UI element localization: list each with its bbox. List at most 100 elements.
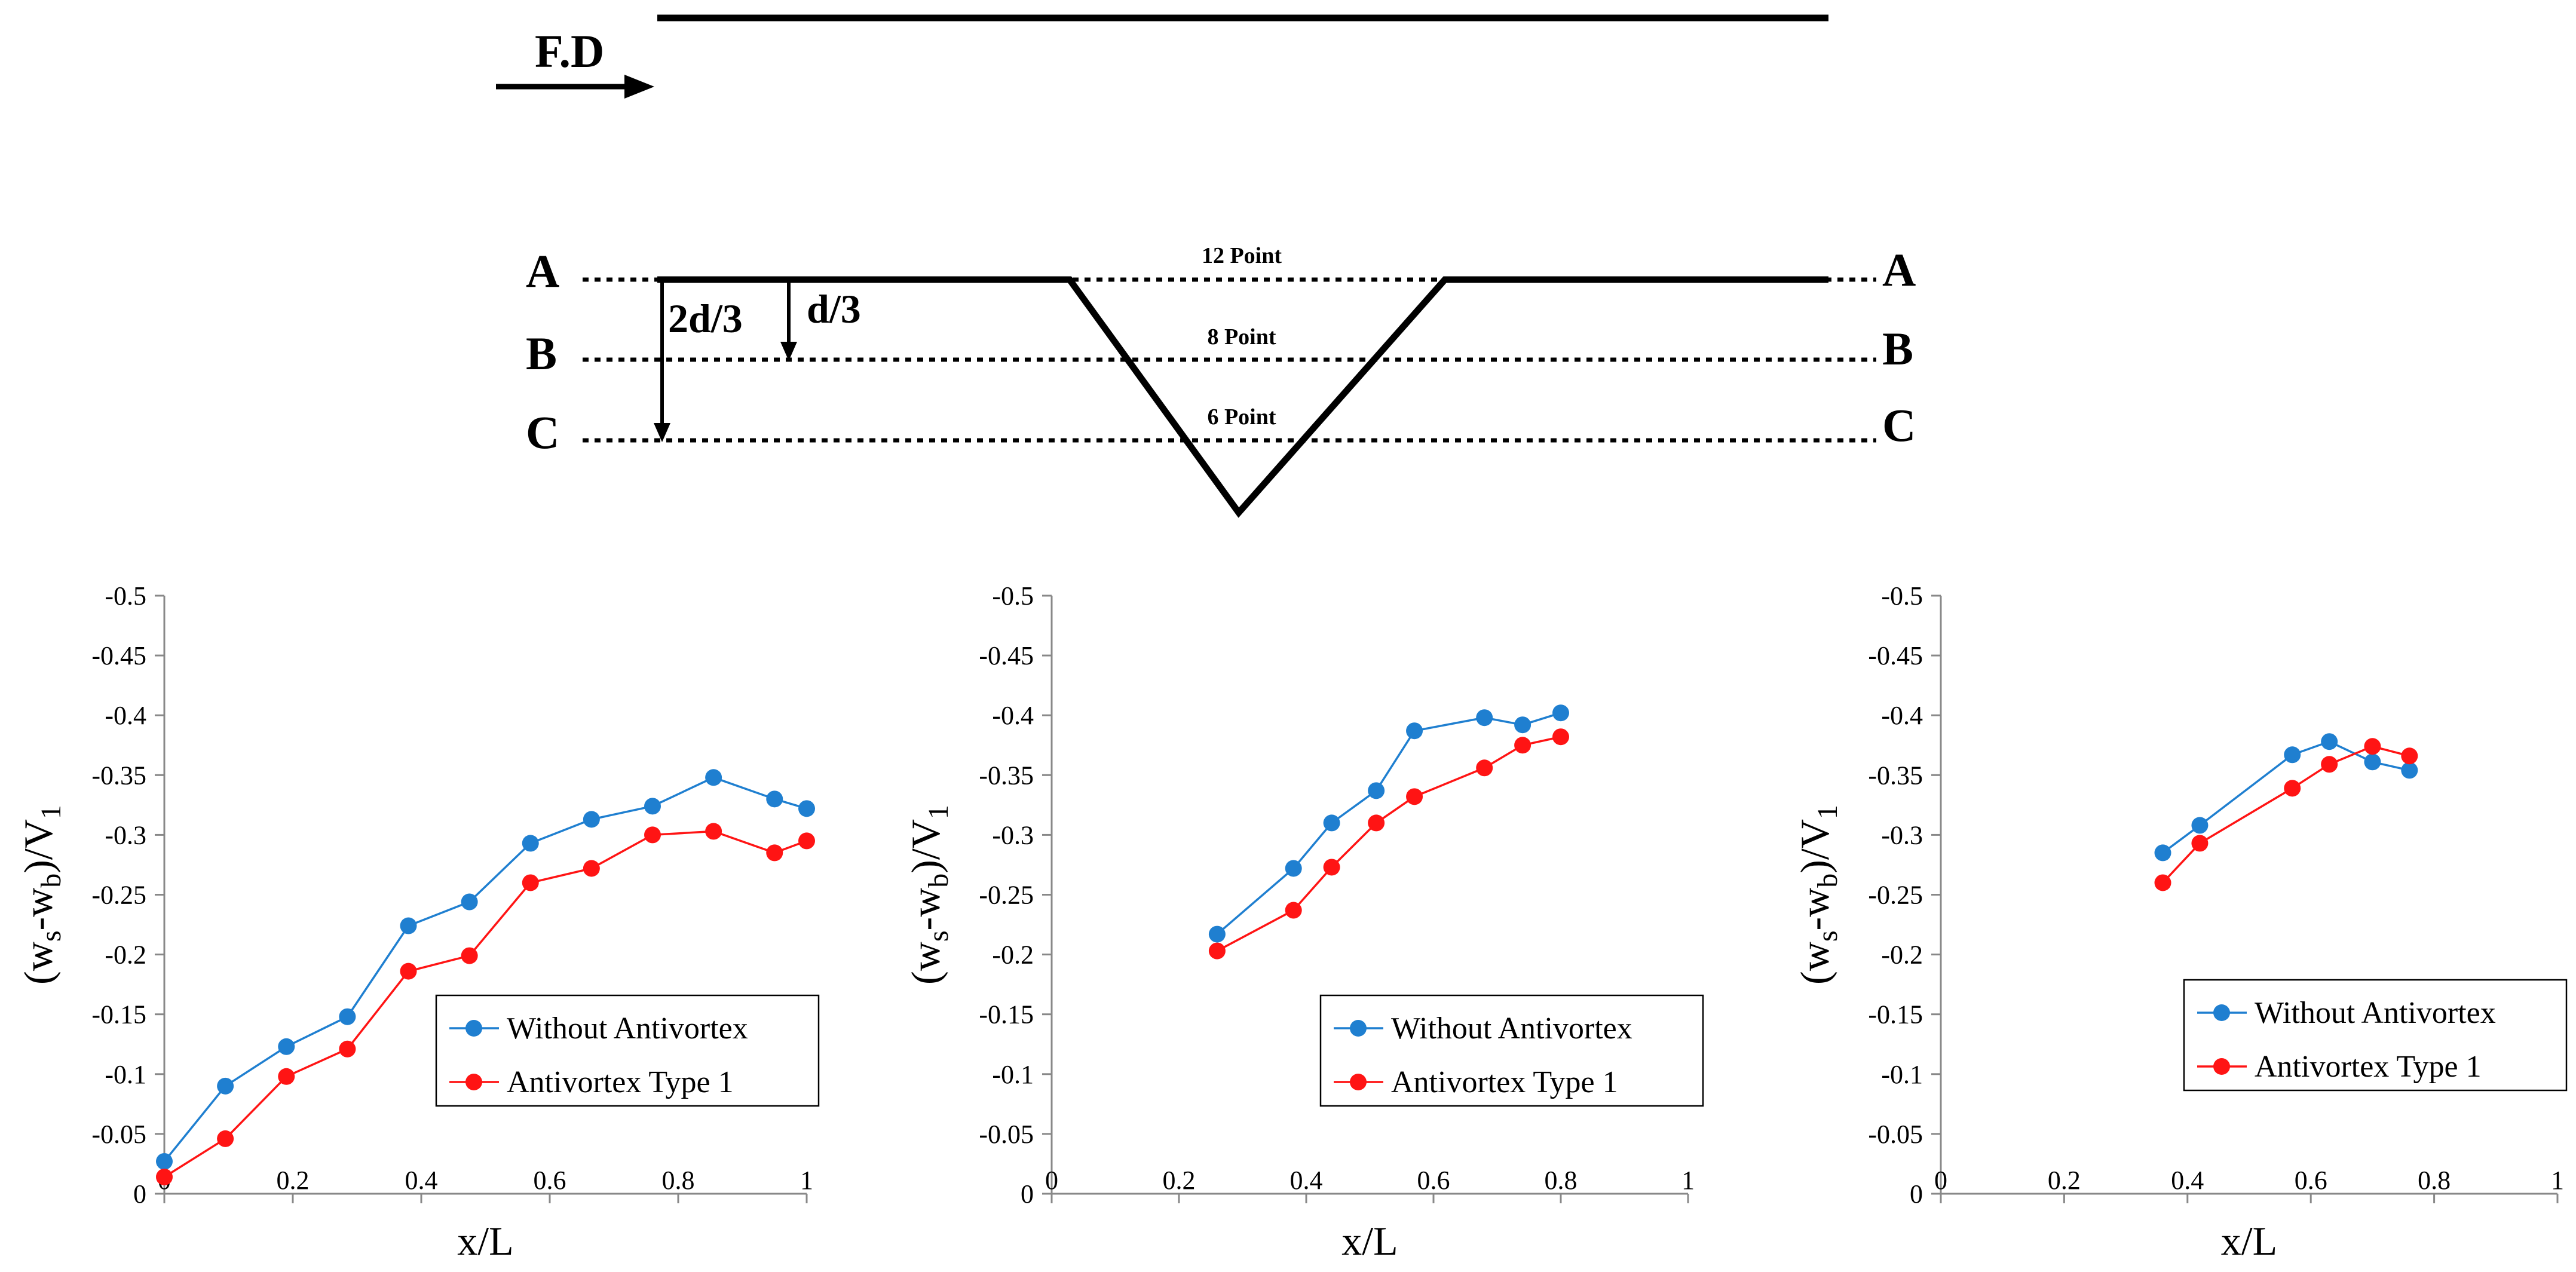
data-point-antivortex-type-1 (705, 823, 722, 840)
data-point-antivortex-type-1 (156, 1168, 173, 1185)
x-tick-label: 0.2 (277, 1166, 310, 1195)
y-tick-label: -0.2 (1881, 940, 1923, 970)
y-tick-label: -0.35 (91, 761, 146, 790)
point-label-b: 8 Point (1207, 324, 1276, 350)
section-label-c-right: C (1882, 399, 1916, 451)
legend-marker (2213, 1004, 2230, 1021)
y-tick-label: -0.45 (91, 641, 146, 670)
x-tick-label: 0.4 (1290, 1166, 1323, 1195)
y-tick-label: -0.4 (1881, 701, 1923, 730)
y-axis-title: (ws-wb)/V1 (16, 805, 67, 985)
y-tick-label: -0.3 (992, 820, 1034, 850)
x-origin-label: 0 (1045, 1166, 1058, 1195)
data-point-without-antivortex (1406, 722, 1423, 740)
chart-section-b: 0 -0.05 -0.1 -0.15 -0.2 -0.25 -0.3 -0.35 -0.4 -0.… (903, 581, 1704, 1264)
legend-marker (1350, 1074, 1367, 1090)
section-label-b-right: B (1882, 323, 1913, 375)
x-tick-label: 0.6 (534, 1166, 566, 1195)
legend-marker (1350, 1020, 1367, 1037)
x-axis-title: x/L (2221, 1218, 2277, 1264)
data-point-without-antivortex (1208, 925, 1226, 943)
legend-label: Without Antivortex (1391, 1012, 1632, 1046)
chart-section-a: 0 -0.05 -0.1 -0.15 -0.2 -0.25 -0.3 -0.35 -0.4 -0.… (16, 581, 820, 1264)
x-tick-label: 0.4 (2171, 1166, 2204, 1195)
depth-arrow-d3-icon (780, 342, 797, 361)
y-tick-label: -0.15 (979, 1000, 1034, 1029)
legend-label: Antivortex Type 1 (1391, 1065, 1618, 1099)
legend-label: Antivortex Type 1 (507, 1065, 734, 1099)
point-label-c: 6 Point (1207, 404, 1276, 430)
data-point-antivortex-type-1 (583, 860, 600, 877)
y-tick-label: -0.15 (1868, 1000, 1923, 1029)
y-tick-label: -0.25 (91, 881, 146, 910)
legend-marker (2213, 1058, 2230, 1075)
weir-profile-line (657, 276, 1828, 518)
x-tick-label: 1 (1681, 1166, 1695, 1195)
data-point-without-antivortex (1514, 716, 1531, 734)
data-point-antivortex-type-1 (1285, 902, 1302, 919)
y-axis-title: (ws-wb)/V1 (903, 805, 954, 985)
y-tick-label: -0.4 (992, 701, 1034, 730)
y-tick-label: -0.45 (979, 641, 1034, 670)
y-tick-label: -0.2 (105, 940, 146, 970)
x-origin-label: 0 (1934, 1166, 1947, 1195)
y-tick-label: -0.2 (992, 940, 1034, 970)
y-tick-label: -0.3 (1881, 820, 1923, 850)
series-line-without-antivortex (1216, 712, 1561, 935)
data-point-without-antivortex (2191, 817, 2209, 834)
x-tick-label: 0.4 (405, 1166, 438, 1195)
data-point-antivortex-type-1 (644, 826, 661, 844)
flow-direction-label: F.D (535, 25, 604, 77)
y-tick-label: -0.5 (992, 581, 1034, 611)
data-point-antivortex-type-1 (217, 1130, 234, 1147)
legend-label: Without Antivortex (2255, 996, 2496, 1030)
x-tick-label: 0.6 (2295, 1166, 2327, 1195)
y-tick-label: -0.3 (105, 820, 146, 850)
data-point-without-antivortex (583, 811, 600, 828)
data-point-antivortex-type-1 (766, 844, 783, 862)
section-label-b-left: B (526, 327, 557, 379)
point-label-a: 12 Point (1202, 243, 1282, 268)
data-point-without-antivortex (217, 1077, 234, 1095)
data-point-antivortex-type-1 (1368, 814, 1385, 832)
x-tick-label: 0.8 (2418, 1166, 2451, 1195)
data-point-antivortex-type-1 (798, 832, 815, 850)
y-tick-label: -0.5 (1881, 581, 1923, 611)
data-point-antivortex-type-1 (2284, 780, 2301, 797)
data-point-antivortex-type-1 (1208, 942, 1226, 960)
legend-box (1319, 994, 1704, 1107)
y-tick-label: -0.25 (1868, 881, 1923, 910)
data-point-antivortex-type-1 (522, 874, 539, 891)
y-tick-label: 0 (1021, 1179, 1034, 1209)
y-tick-label: -0.45 (1868, 641, 1923, 670)
y-tick-label: -0.25 (979, 881, 1034, 910)
data-point-without-antivortex (2154, 844, 2171, 862)
legend-label: Without Antivortex (507, 1012, 748, 1046)
y-axis-title: (ws-wb)/V1 (1792, 805, 1843, 985)
data-point-antivortex-type-1 (1514, 737, 1531, 754)
depth-arrow-2d3-icon (654, 423, 670, 442)
depth-label-2d3: 2d/3 (668, 296, 743, 341)
data-point-without-antivortex (766, 790, 783, 808)
x-tick-label: 1 (800, 1166, 813, 1195)
weir-schematic: F.D 2d/3 d/3 A B C A B C 12 Point 8 Poin… (496, 14, 1916, 518)
y-tick-label: 0 (1910, 1179, 1923, 1209)
data-point-without-antivortex (705, 769, 722, 786)
data-point-without-antivortex (2364, 753, 2381, 771)
x-axis-title: x/L (1341, 1218, 1398, 1264)
data-point-without-antivortex (1285, 860, 1302, 877)
data-point-without-antivortex (1323, 814, 1340, 832)
y-tick-label: -0.15 (91, 1000, 146, 1029)
data-point-antivortex-type-1 (2154, 874, 2171, 891)
data-point-antivortex-type-1 (1406, 788, 1423, 805)
y-tick-label: -0.1 (992, 1060, 1034, 1089)
data-point-antivortex-type-1 (461, 947, 478, 964)
data-point-without-antivortex (339, 1008, 356, 1025)
data-point-antivortex-type-1 (1476, 759, 1493, 777)
y-tick-label: -0.05 (979, 1120, 1034, 1149)
y-tick-label: 0 (133, 1179, 146, 1209)
x-tick-label: 0.2 (2048, 1166, 2081, 1195)
y-tick-label: -0.35 (1868, 761, 1923, 790)
